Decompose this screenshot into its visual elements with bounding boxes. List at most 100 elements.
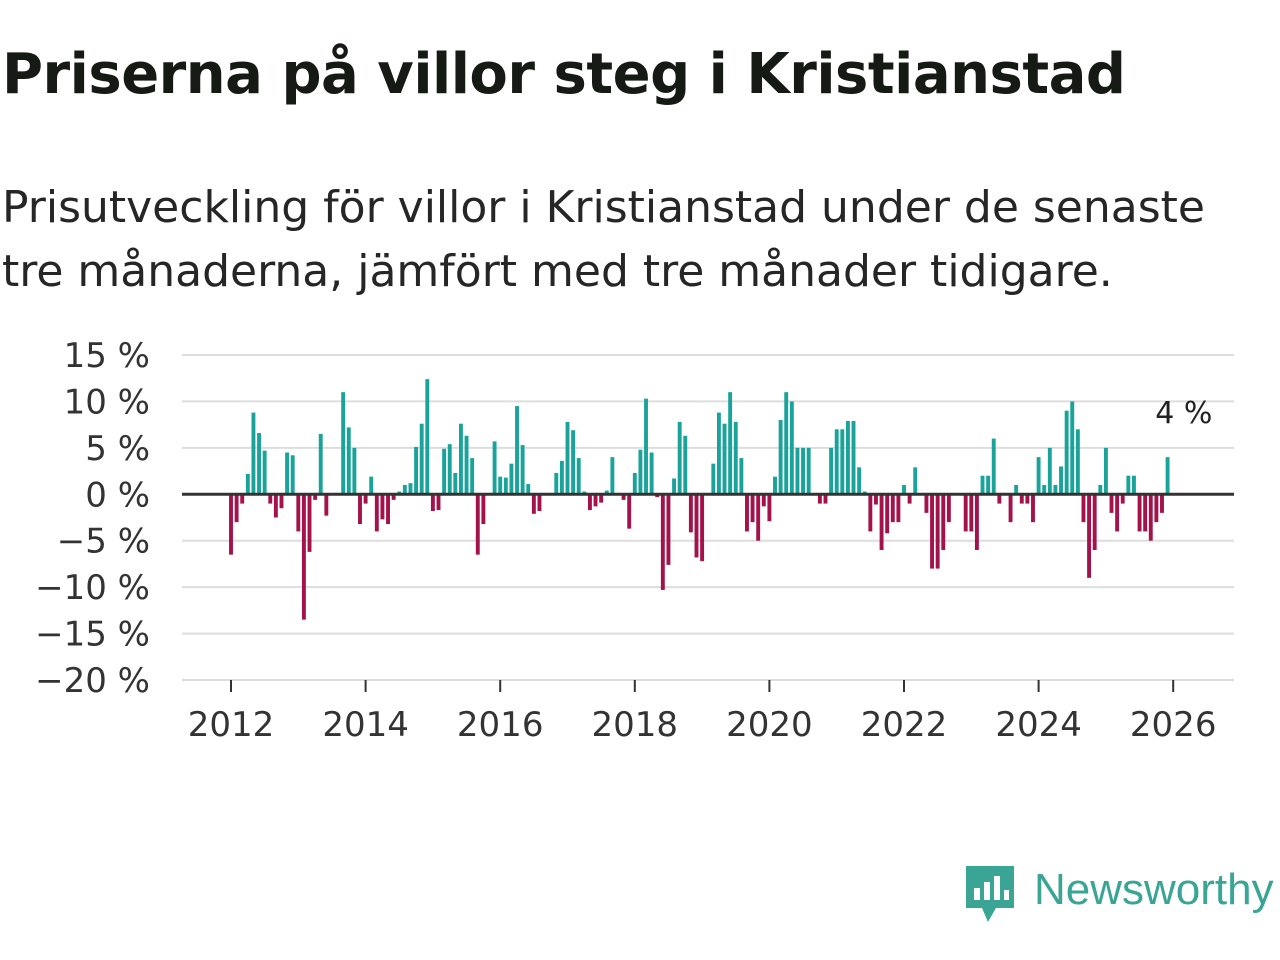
bar bbox=[425, 379, 430, 495]
bar bbox=[991, 438, 996, 495]
bar bbox=[700, 494, 705, 562]
bar bbox=[913, 467, 918, 495]
bar bbox=[834, 429, 839, 495]
bar bbox=[475, 494, 480, 555]
bar bbox=[520, 445, 525, 495]
x-tick-label: 2020 bbox=[726, 705, 813, 745]
bar bbox=[442, 448, 447, 495]
chart-title: Priserna på villor steg i Kristianstad bbox=[2, 42, 1126, 107]
bar bbox=[1064, 410, 1069, 495]
bar bbox=[503, 477, 508, 495]
bar bbox=[234, 494, 239, 523]
bar bbox=[924, 494, 929, 513]
bar bbox=[986, 475, 991, 495]
bar bbox=[408, 483, 413, 495]
bar bbox=[638, 449, 643, 495]
bar bbox=[593, 494, 598, 507]
last-value-label: 4 % bbox=[1155, 396, 1212, 431]
bar bbox=[969, 494, 974, 532]
bar bbox=[1160, 494, 1164, 513]
bar bbox=[930, 494, 934, 569]
bar bbox=[324, 494, 329, 516]
bar bbox=[941, 494, 946, 550]
bar bbox=[599, 494, 604, 503]
bar bbox=[419, 423, 424, 495]
bar bbox=[436, 494, 441, 511]
bar bbox=[458, 423, 463, 495]
bar bbox=[672, 478, 677, 495]
x-tick-label: 2024 bbox=[995, 705, 1082, 745]
bar bbox=[571, 430, 576, 495]
bar bbox=[1047, 447, 1052, 495]
x-tick-label: 2014 bbox=[322, 705, 409, 745]
bar bbox=[728, 392, 733, 495]
bar bbox=[694, 494, 699, 558]
bar bbox=[307, 494, 312, 552]
bar bbox=[273, 494, 278, 518]
bar bbox=[447, 444, 452, 495]
bar bbox=[874, 494, 878, 505]
y-tick-label: −5 % bbox=[57, 522, 150, 562]
bar bbox=[554, 472, 559, 495]
bar bbox=[470, 458, 475, 495]
bar bbox=[358, 494, 362, 524]
x-tick-label: 2018 bbox=[592, 705, 679, 745]
bar bbox=[1053, 485, 1058, 495]
bar bbox=[778, 420, 783, 495]
bar bbox=[1131, 475, 1136, 495]
bar bbox=[245, 473, 250, 495]
gridlines bbox=[182, 354, 1234, 681]
bar bbox=[801, 447, 805, 495]
bar bbox=[666, 494, 671, 565]
bar bbox=[885, 494, 890, 534]
bar bbox=[1115, 494, 1120, 532]
bar bbox=[1098, 485, 1103, 495]
y-tick-label: 15 % bbox=[64, 336, 150, 376]
bar bbox=[935, 494, 940, 569]
bar bbox=[481, 494, 486, 524]
bar bbox=[632, 472, 637, 495]
bar bbox=[683, 435, 688, 495]
bar bbox=[750, 494, 755, 523]
bar bbox=[997, 494, 1002, 504]
bar bbox=[722, 423, 727, 495]
bar bbox=[531, 494, 536, 514]
bar bbox=[1109, 494, 1114, 513]
bar bbox=[845, 420, 850, 495]
bar bbox=[279, 494, 284, 509]
bar bbox=[1148, 494, 1153, 541]
bar-chart: 15 %10 %5 %0 %−5 %−10 %−15 %−20 % 2012 20… bbox=[35, 336, 1234, 745]
bar bbox=[677, 421, 682, 495]
bar bbox=[296, 494, 301, 532]
bar bbox=[262, 450, 267, 495]
bar bbox=[907, 494, 912, 504]
x-axis: 2012 2014 2016 2018 2020 2022 2024 2026 bbox=[188, 680, 1216, 745]
y-tick-label: −15 % bbox=[35, 615, 150, 655]
bar bbox=[402, 485, 407, 495]
bar bbox=[1081, 494, 1086, 523]
bar bbox=[649, 452, 654, 495]
bar bbox=[509, 463, 514, 495]
bar bbox=[1059, 466, 1063, 495]
bar bbox=[806, 447, 811, 495]
bar bbox=[391, 494, 396, 500]
y-tick-label: 0 % bbox=[85, 475, 150, 515]
bar bbox=[301, 494, 306, 620]
bar bbox=[1143, 494, 1148, 532]
bar bbox=[829, 447, 834, 495]
bar bbox=[1165, 457, 1170, 495]
bar bbox=[773, 476, 777, 495]
bar bbox=[453, 472, 458, 495]
bar bbox=[739, 458, 744, 495]
bar bbox=[268, 494, 273, 504]
bar bbox=[761, 494, 766, 507]
bar bbox=[627, 494, 632, 529]
bar bbox=[890, 494, 895, 523]
x-tick-label: 2016 bbox=[457, 705, 544, 745]
bar bbox=[240, 494, 245, 504]
bar bbox=[745, 494, 749, 532]
bar bbox=[369, 476, 374, 495]
bar bbox=[346, 427, 351, 495]
bar bbox=[576, 458, 581, 495]
bar bbox=[857, 467, 862, 495]
